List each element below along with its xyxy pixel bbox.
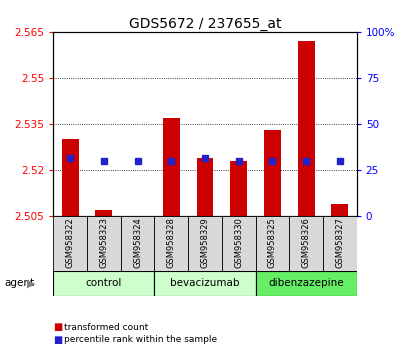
Text: ■: ■: [53, 322, 63, 332]
Bar: [162, 118, 179, 216]
Text: GSM958326: GSM958326: [301, 218, 310, 268]
Text: ▶: ▶: [27, 278, 35, 288]
Text: GSM958324: GSM958324: [133, 218, 142, 268]
Bar: [95, 210, 112, 216]
Bar: [221, 216, 255, 271]
Bar: [154, 271, 255, 296]
Bar: [53, 271, 154, 296]
Text: GSM958328: GSM958328: [166, 218, 175, 268]
Bar: [330, 204, 347, 216]
Bar: [289, 216, 322, 271]
Text: GSM958323: GSM958323: [99, 218, 108, 268]
Bar: [188, 216, 221, 271]
Bar: [120, 216, 154, 271]
Bar: [230, 161, 247, 216]
Text: control: control: [85, 278, 122, 288]
Bar: [62, 139, 79, 216]
Bar: [87, 216, 120, 271]
Bar: [53, 216, 87, 271]
Text: GSM958329: GSM958329: [200, 218, 209, 268]
Bar: [297, 41, 314, 216]
Text: agent: agent: [4, 278, 34, 288]
Text: GSM958325: GSM958325: [267, 218, 276, 268]
Text: percentile rank within the sample: percentile rank within the sample: [63, 335, 216, 344]
Bar: [263, 130, 280, 216]
Bar: [322, 216, 356, 271]
Bar: [196, 158, 213, 216]
Text: GSM958330: GSM958330: [234, 218, 243, 268]
Text: transformed count: transformed count: [63, 323, 147, 332]
Bar: [255, 271, 356, 296]
Bar: [255, 216, 289, 271]
Title: GDS5672 / 237655_at: GDS5672 / 237655_at: [128, 17, 281, 31]
Text: GSM958327: GSM958327: [335, 218, 344, 268]
Text: GSM958322: GSM958322: [65, 218, 74, 268]
Text: dibenzazepine: dibenzazepine: [267, 278, 343, 288]
Text: bevacizumab: bevacizumab: [170, 278, 239, 288]
Bar: [154, 216, 188, 271]
Text: ■: ■: [53, 335, 63, 345]
